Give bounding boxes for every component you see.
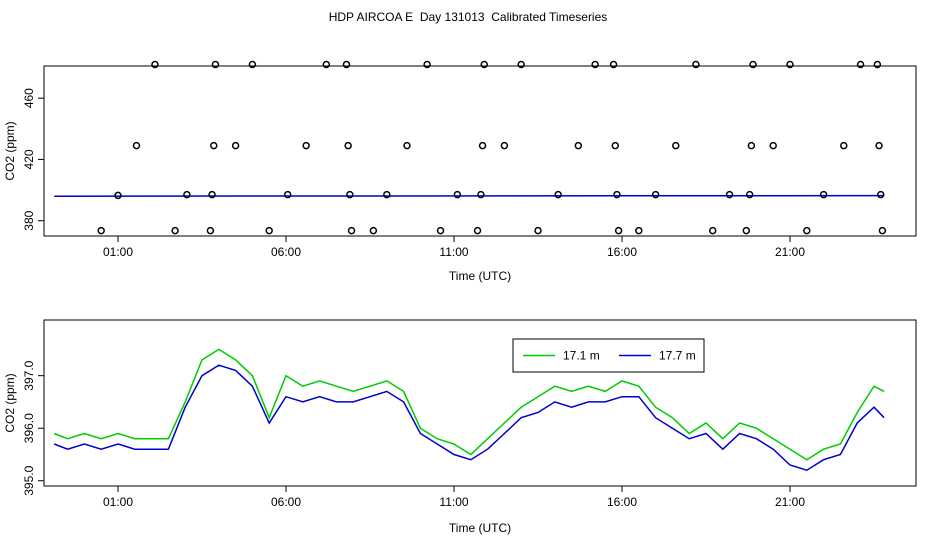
- panel1-data-point: [609, 60, 618, 69]
- panel1-data-point: [517, 60, 525, 69]
- panel1-data-point: [347, 226, 356, 235]
- panel1-y-tick-label: 380: [22, 210, 36, 230]
- panel1-data-point: [423, 60, 431, 69]
- panel1-data-point: [383, 190, 391, 199]
- panel1-data-point: [876, 190, 885, 199]
- panel1-data-point: [403, 141, 411, 150]
- panel1-data-point: [651, 190, 660, 199]
- panel1-data-point: [747, 141, 756, 150]
- panel2-series-line-1: [53, 348, 885, 461]
- panel1-data-point: [803, 226, 811, 235]
- panel1-data-point: [614, 226, 623, 235]
- panel1-data-point: [749, 60, 757, 69]
- panel1-data-point: [478, 141, 487, 150]
- panel1-data-point: [302, 141, 310, 150]
- panel1-y-tick-label: 460: [22, 88, 36, 108]
- panel1-data-point: [322, 60, 331, 69]
- panel2-x-axis-title: Time (UTC): [449, 521, 511, 535]
- panel1-x-axis-title: Time (UTC): [449, 269, 511, 283]
- panel2-series-line-2: [53, 364, 885, 472]
- panel1-data-point: [672, 141, 680, 150]
- panel1-data-point: [183, 190, 191, 199]
- panel1-data-point: [231, 141, 240, 150]
- panel2-legend-label: 17.1 m: [563, 349, 600, 363]
- panel1-x-tick-label: 11:00: [439, 245, 468, 259]
- panel1-data-point: [344, 141, 352, 150]
- panel1-data-point: [574, 141, 583, 150]
- panel2-x-tick-label: 01:00: [103, 495, 133, 509]
- panel2-legend-label: 17.7 m: [659, 349, 696, 363]
- panel1-x-tick-label: 16:00: [607, 245, 637, 259]
- panel1-data-point: [453, 190, 462, 199]
- panel1-x-tick-label: 01:00: [103, 245, 133, 259]
- panel1-data-point: [97, 226, 105, 235]
- panel2-y-tick-label: 397.0: [22, 360, 36, 390]
- panel1-y-axis-title: CO2 (ppm): [3, 121, 17, 180]
- panel1-data-point: [480, 60, 488, 69]
- panel1-data-point: [692, 60, 700, 69]
- panel1-data-point: [369, 226, 378, 235]
- panel1-data-point: [875, 141, 883, 150]
- panel1-data-point: [613, 190, 621, 199]
- panel1-data-point: [878, 226, 887, 235]
- panel1-data-point: [786, 60, 794, 69]
- panel1-data-point: [873, 60, 882, 69]
- panel1-data-point: [500, 141, 509, 150]
- panel1-data-point: [206, 226, 215, 235]
- panel1-data-point: [342, 60, 351, 69]
- panel2-x-tick-label: 21:00: [775, 495, 805, 509]
- panel1-x-tick-label: 06:00: [271, 245, 301, 259]
- panel1-series-line-1: [54, 194, 885, 197]
- panel1-data-point: [769, 141, 777, 150]
- panel1-data-point: [210, 141, 218, 150]
- panel1-y-tick-label: 420: [22, 149, 36, 169]
- panel1-data-point: [248, 60, 257, 69]
- page-title: HDP AIRCOA E Day 131013 Calibrated Times…: [328, 10, 608, 24]
- panel2-plot-frame: [43, 319, 917, 487]
- panel1-data-point: [534, 226, 542, 235]
- panel1-data-point: [114, 191, 122, 200]
- panel1-data-point: [132, 141, 141, 150]
- panel1-data-point: [346, 190, 354, 199]
- panel2-y-axis-title: CO2 (ppm): [3, 373, 17, 432]
- panel1-data-point: [742, 226, 751, 235]
- panel1-data-point: [477, 190, 485, 199]
- panel1-data-point: [708, 226, 717, 235]
- panel2-x-tick-label: 16:00: [607, 495, 637, 509]
- panel2-y-tick-label: 396.0: [22, 413, 36, 443]
- panel1-data-point: [725, 190, 734, 199]
- panel1-x-tick-label: 21:00: [775, 245, 805, 259]
- panel1-data-point: [819, 190, 828, 199]
- panel1-data-point: [856, 60, 865, 69]
- panel1-data-point: [211, 60, 220, 69]
- panel2-x-tick-label: 11:00: [439, 495, 468, 509]
- panel1-data-point: [554, 190, 562, 199]
- panel2-x-tick-label: 06:00: [271, 495, 301, 509]
- panel1-data-point: [283, 190, 292, 199]
- panel1-data-point: [473, 226, 482, 235]
- panel1-data-point: [611, 141, 620, 150]
- panel2-y-tick-label: 395.0: [22, 465, 36, 495]
- panel1-data-point: [208, 190, 216, 199]
- panel1-data-point: [591, 60, 599, 69]
- panel1-data-point: [171, 226, 179, 235]
- panel1-data-point: [436, 226, 445, 235]
- panel1-data-point: [151, 60, 159, 69]
- panel1-data-point: [265, 226, 273, 235]
- panel1-data-point: [635, 226, 643, 235]
- panel1-data-point: [840, 141, 848, 150]
- panel1-plot-frame: [43, 65, 917, 237]
- panel1-data-point: [745, 190, 754, 199]
